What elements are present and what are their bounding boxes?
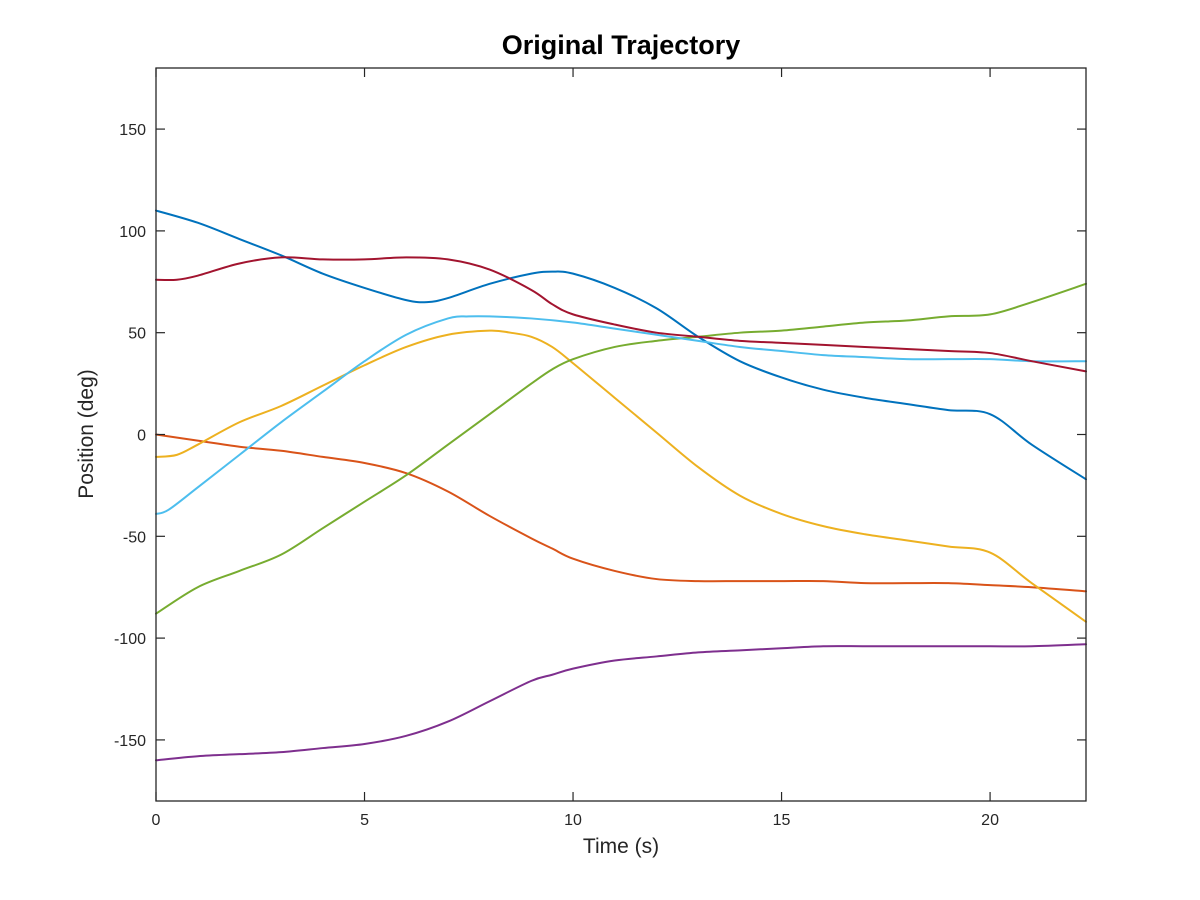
series-line-2 <box>155 433 1087 593</box>
series-line-1 <box>155 209 1087 481</box>
x-tick-label: 5 <box>360 812 369 829</box>
x-tick-label: 0 <box>152 812 161 829</box>
y-axis-label: Position (deg) <box>75 369 98 499</box>
x-axis-label: Time (s) <box>583 835 659 858</box>
y-tick-label: 0 <box>137 428 146 445</box>
series-layer <box>155 209 1087 762</box>
ticks-layer: 0 5 10 15 20 -150 -100 -50 0 50 100 150 <box>114 68 1086 829</box>
y-tick-label: -100 <box>114 631 146 648</box>
y-tick-label: 150 <box>119 122 146 139</box>
series-line-3 <box>155 329 1087 623</box>
series-line-7 <box>155 256 1087 373</box>
y-tick-label: 50 <box>128 326 146 343</box>
x-tick-label: 15 <box>773 812 791 829</box>
series-line-4 <box>155 643 1087 762</box>
series-line-6 <box>155 315 1087 515</box>
y-tick-label: -50 <box>123 529 146 546</box>
x-tick-label: 20 <box>981 812 999 829</box>
plot-area-frame <box>155 67 1087 802</box>
x-tick-label: 10 <box>564 812 582 829</box>
y-tick-label: -150 <box>114 733 146 750</box>
series-line-5 <box>155 282 1087 615</box>
chart-title: Original Trajectory <box>502 30 741 60</box>
y-tick-label: 100 <box>119 224 146 241</box>
